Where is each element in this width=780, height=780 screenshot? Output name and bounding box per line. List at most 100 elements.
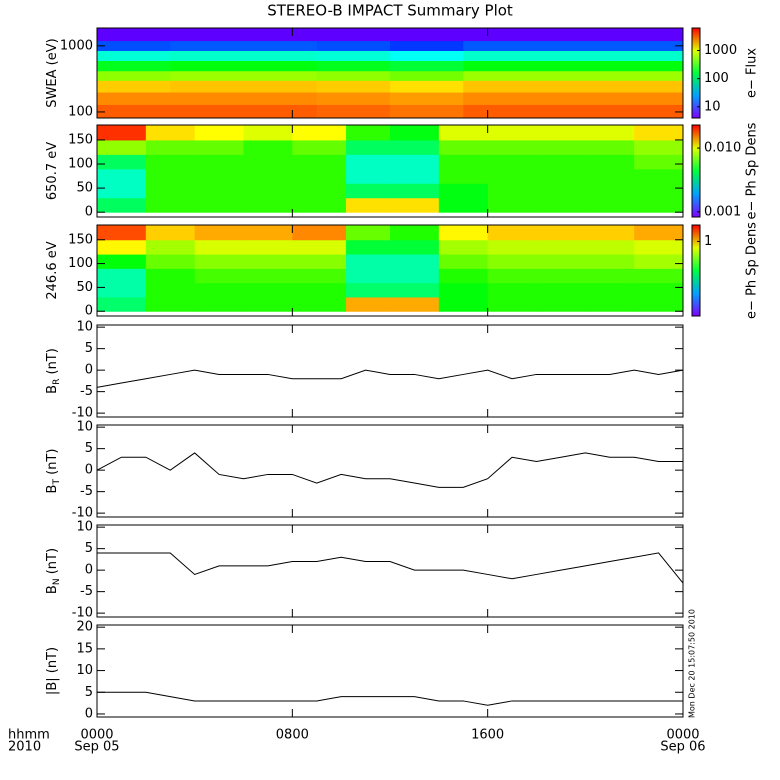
heatmap-cell [292,183,347,199]
y-axis-label-part: (nT) [45,449,60,479]
heatmap-cell [536,282,586,298]
heatmap-cell [346,183,391,199]
heatmap-cell [170,60,244,72]
heatmap-cell [243,296,293,312]
y-tick-label: 0 [85,563,93,578]
x-axis-label: 2010 [8,740,41,755]
y-axis-label-part: 246.6 eV [45,241,60,299]
y-axis-label-part: B [45,385,60,394]
y-axis-label-part: (nT) [45,548,60,578]
heatmap-cell [194,197,244,213]
heatmap-cell [536,154,586,170]
heatmap-cell [170,70,244,81]
heatmap-cell [243,239,293,255]
heatmap-cell [487,239,537,255]
y-tick-label: 0 [85,463,93,478]
heatmap-cell [536,80,611,93]
heatmap-cell [346,125,391,141]
y-tick-label: -5 [80,384,93,399]
heatmap-cell [438,125,489,141]
y-tick-label: 50 [76,280,93,295]
heatmap-cell [145,239,196,255]
heatmap-cell [390,239,440,255]
heatmap-cell [390,296,440,312]
heatmap-cell [536,92,611,105]
heatmap-cell [585,268,635,284]
heatmap-cell [243,40,318,51]
heatmap-cell [97,282,147,298]
panel-frame [96,124,684,218]
heatmap-cell [97,183,147,199]
heatmap-cell [536,183,586,199]
heatmap-cell [145,168,196,184]
heatmap-cell [438,168,489,184]
heatmap-cell [438,225,489,241]
x-axis-label: hhmm [8,728,50,743]
y-tick-label: -10 [72,506,93,521]
heatmap-cell [97,80,171,93]
heatmap-cell [292,268,347,284]
y-axis-label: 246.6 eV [45,241,60,299]
heatmap-cell [194,239,244,255]
heatmap-cell [390,28,464,42]
heatmap-cell [390,104,464,118]
heatmap-cell [536,239,586,255]
heatmap-cell [243,104,318,118]
heatmap-cell [585,154,635,170]
heatmap-cell [634,239,683,255]
heatmap-cell [536,225,586,241]
heatmap-cell [390,197,440,213]
heatmap-cell [463,104,537,118]
heatmap-cell [634,296,683,312]
heatmap-cell [97,125,147,141]
colorbar-tick-label: 0.001 [704,204,741,219]
heatmap-cell [487,197,537,213]
panel-frame [96,424,684,518]
y-tick-label: 150 [68,232,93,247]
heatmap-cell [316,80,391,93]
heatmap-cell [316,40,391,51]
heatmap-cell [390,125,440,141]
heatmap-cell [487,139,537,155]
heatmap-cell [536,104,611,118]
y-tick-label: 0 [85,363,93,378]
heatmap-cell [97,154,147,170]
heatmap-cell [438,254,489,269]
heatmap-cell [243,197,293,213]
heatmap-cell [97,225,147,241]
heatmap-cell [97,60,171,72]
heatmap-cell [536,125,586,141]
heatmap-cell [97,40,171,51]
heatmap-cell [463,60,537,72]
heatmap-cell [243,70,318,81]
y-tick-label: 100 [68,104,93,119]
x-tick-label: 0800 [276,728,309,743]
y-tick-label: 0 [85,706,93,721]
x-tick-sublabel: Sep 05 [74,740,119,755]
heatmap-cell [346,254,391,269]
heatmap-cell [390,50,464,61]
heatmap-cell [194,183,244,199]
heatmap-cell [585,168,635,184]
colorbar-label: e− Ph Sp Dens [745,122,760,219]
heatmap-cell [585,296,635,312]
heatmap-cell [170,80,244,93]
heatmap-cell [292,296,347,312]
timestamp: Mon Dec 20 15:07:50 2010 [688,609,697,718]
x-tick-label: 0000 [80,728,113,743]
heatmap-cell [536,197,586,213]
heatmap-cell [145,282,196,298]
heatmap-cell [346,197,391,213]
heatmap-cell [346,139,391,155]
heatmap-cell [97,139,147,155]
x-tick-label: 1600 [471,728,504,743]
heatmap-cell [438,154,489,170]
heatmap-cell [585,282,635,298]
heatmap-cell [536,268,586,284]
y-tick-label: 5 [85,441,93,456]
heatmap-cell [170,92,244,105]
y-tick-label: 150 [68,132,93,147]
heatmap-cell [390,139,440,155]
y-tick-label: 5 [85,341,93,356]
